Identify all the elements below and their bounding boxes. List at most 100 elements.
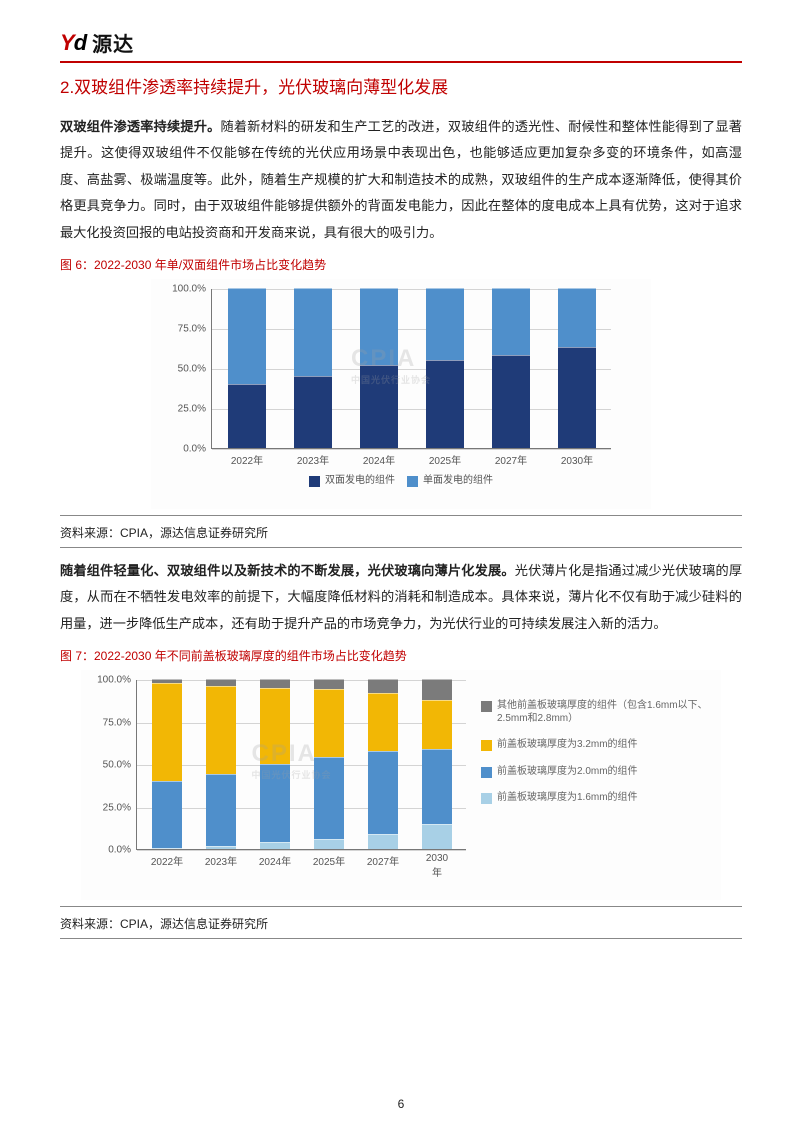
fig6-caption: 图 6：2022-2030 年单/双面组件市场占比变化趋势	[60, 256, 742, 273]
bar-segment	[206, 679, 236, 686]
legend-label: 前盖板玻璃厚度为3.2mm的组件	[497, 739, 638, 752]
bar-column	[426, 288, 464, 448]
x-tick-label: 2023年	[297, 448, 329, 467]
legend-label: 其他前盖板玻璃厚度的组件（包含1.6mm以下、2.5mm和2.8mm）	[497, 700, 711, 725]
fig7-caption: 图 7：2022-2030 年不同前盖板玻璃厚度的组件市场占比变化趋势	[60, 647, 742, 664]
gridline	[137, 723, 466, 724]
legend-swatch	[481, 701, 492, 712]
bar-segment	[422, 749, 452, 824]
divider	[60, 515, 742, 516]
bar-column	[294, 288, 332, 448]
bar-column	[368, 679, 398, 849]
gridline	[137, 680, 466, 681]
fig7-chart-wrap: 0.0%25.0%50.0%75.0%100.0%2022年2023年2024年…	[60, 670, 742, 900]
gridline	[212, 329, 611, 330]
y-tick-label: 100.0%	[172, 284, 212, 295]
bar-segment	[206, 686, 236, 774]
paragraph-2: 随着组件轻量化、双玻组件以及新技术的不断发展，光伏玻璃向薄片化发展。光伏薄片化是…	[60, 558, 742, 637]
x-tick-label: 2024年	[363, 448, 395, 467]
bar-column	[228, 288, 266, 448]
watermark: CPIA中国光伏行业协会	[351, 345, 431, 386]
bar-segment	[206, 774, 236, 845]
x-tick-label: 2022年	[151, 849, 183, 868]
fig6-chart: 0.0% 25.0% 50.0% 75.0% 100.0% 2022年 2023年 2024年…	[151, 279, 651, 509]
bar-segment	[260, 679, 290, 688]
bar-column	[558, 288, 596, 448]
y-tick-label: 25.0%	[103, 802, 137, 813]
para1-lead: 双玻组件渗透率持续提升。	[60, 119, 221, 134]
bar-segment	[426, 288, 464, 360]
bar-segment	[422, 700, 452, 749]
x-tick-label: 2022年	[231, 448, 263, 467]
y-tick-label: 25.0%	[178, 404, 212, 415]
x-tick-label: 2027年	[495, 448, 527, 467]
logo-d: d	[74, 30, 86, 55]
bar-segment	[294, 376, 332, 448]
divider	[60, 938, 742, 939]
bar-segment	[260, 842, 290, 849]
fig7-source: 资料来源：CPIA，源达信息证券研究所	[60, 911, 742, 936]
fig7-chart: 0.0%25.0%50.0%75.0%100.0%2022年2023年2024年…	[81, 670, 721, 900]
bar-segment	[426, 360, 464, 448]
legend-label: 双面发电的组件	[325, 475, 395, 488]
legend-label: 前盖板玻璃厚度为1.6mm的组件	[497, 792, 638, 805]
legend: 其他前盖板玻璃厚度的组件（包含1.6mm以下、2.5mm和2.8mm） 前盖板玻璃…	[481, 700, 711, 805]
gridline	[212, 289, 611, 290]
fig6-chart-wrap: 0.0% 25.0% 50.0% 75.0% 100.0% 2022年 2023年 2024年…	[60, 279, 742, 509]
bar-segment	[228, 384, 266, 448]
brand-name: 源达	[92, 28, 134, 57]
y-tick-label: 75.0%	[178, 324, 212, 335]
bar-segment	[558, 288, 596, 347]
gridline	[137, 850, 466, 851]
logo-y: Y	[60, 30, 74, 55]
bar-segment	[558, 347, 596, 448]
y-tick-label: 75.0%	[103, 717, 137, 728]
legend-item: 双面发电的组件	[309, 475, 395, 488]
bar-segment	[492, 355, 530, 448]
legend-item: 前盖板玻璃厚度为1.6mm的组件	[481, 792, 711, 805]
y-tick-label: 50.0%	[178, 364, 212, 375]
bar-segment	[368, 679, 398, 693]
y-tick-label: 100.0%	[97, 675, 137, 686]
legend-swatch	[309, 476, 320, 487]
divider	[60, 906, 742, 907]
para2-lead: 随着组件轻量化、双玻组件以及新技术的不断发展，光伏玻璃向薄片化发展。	[60, 563, 515, 578]
legend-item: 前盖板玻璃厚度为3.2mm的组件	[481, 739, 711, 752]
divider	[60, 547, 742, 548]
legend-item: 其他前盖板玻璃厚度的组件（包含1.6mm以下、2.5mm和2.8mm）	[481, 700, 711, 725]
page-number: 6	[0, 1097, 802, 1111]
bar-column	[206, 679, 236, 849]
paragraph-1: 双玻组件渗透率持续提升。随着新材料的研发和生产工艺的改进，双玻组件的透光性、耐候…	[60, 114, 742, 246]
bar-column	[152, 679, 182, 849]
x-tick-label: 2030年	[561, 448, 593, 467]
bar-segment	[314, 839, 344, 849]
gridline	[212, 449, 611, 450]
bar-segment	[152, 781, 182, 849]
legend-swatch	[481, 740, 492, 751]
legend-item: 单面发电的组件	[407, 475, 493, 488]
bar-column	[422, 679, 452, 849]
y-tick-label: 0.0%	[183, 444, 212, 455]
legend-label: 前盖板玻璃厚度为2.0mm的组件	[497, 766, 638, 779]
para1-body: 随着新材料的研发和生产工艺的改进，双玻组件的透光性、耐候性和整体性能得到了显著提…	[60, 119, 742, 240]
bar-segment	[294, 288, 332, 376]
gridline	[212, 409, 611, 410]
logo-mark: Yd	[60, 30, 86, 56]
x-tick-label: 2030年	[423, 849, 452, 879]
bar-segment	[492, 288, 530, 355]
bar-segment	[368, 834, 398, 849]
fig6-source: 资料来源：CPIA，源达信息证券研究所	[60, 520, 742, 545]
watermark: CPIA中国光伏行业协会	[252, 740, 332, 781]
bar-segment	[422, 679, 452, 699]
y-tick-label: 50.0%	[103, 760, 137, 771]
bar-segment	[368, 751, 398, 834]
legend-swatch	[407, 476, 418, 487]
section-title: 2.双玻组件渗透率持续提升，光伏玻璃向薄型化发展	[60, 73, 742, 98]
x-tick-label: 2025年	[313, 849, 345, 868]
bar-segment	[368, 693, 398, 751]
legend: 双面发电的组件单面发电的组件	[151, 475, 651, 488]
legend-swatch	[481, 793, 492, 804]
bar-segment	[314, 679, 344, 689]
bar-column	[492, 288, 530, 448]
bar-segment	[152, 683, 182, 781]
